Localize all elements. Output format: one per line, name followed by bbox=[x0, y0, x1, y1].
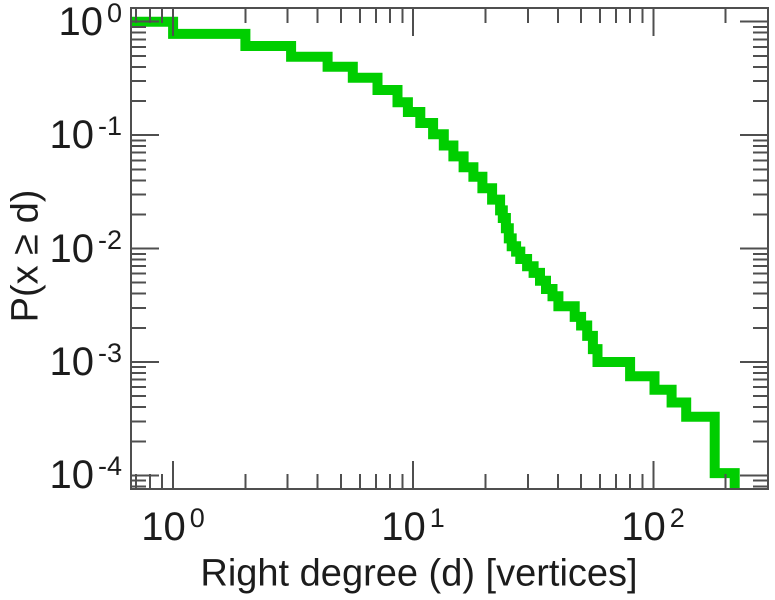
y-tick-label-exponent: -2 bbox=[97, 225, 122, 255]
y-tick-label: 10 -4 bbox=[0, 451, 122, 498]
x-tick-label-base: 10 bbox=[621, 505, 666, 549]
x-tick-label-base: 10 bbox=[141, 505, 186, 549]
x-tick-label: 10 1 bbox=[381, 503, 445, 550]
y-tick-label: 10 -3 bbox=[0, 338, 122, 385]
y-axis-title: P(x ≥ d) bbox=[4, 189, 47, 323]
x-axis-title: Right degree (d) [vertices] bbox=[200, 552, 638, 595]
y-tick-label-base: 10 bbox=[58, 0, 103, 44]
y-tick-label-base: 10 bbox=[49, 453, 94, 497]
x-tick-label: 10 2 bbox=[621, 503, 685, 550]
plot-frame bbox=[130, 7, 769, 490]
y-tick-label-base: 10 bbox=[49, 340, 94, 384]
y-tick-label-exponent: -4 bbox=[97, 451, 122, 481]
y-tick-label-base: 10 bbox=[49, 113, 94, 157]
y-tick-label: 10 -2 bbox=[0, 225, 122, 272]
ccdf-curve bbox=[131, 16, 740, 489]
y-tick-label: 10 -1 bbox=[0, 111, 122, 158]
y-tick-label-base: 10 bbox=[49, 227, 94, 271]
x-tick-label-exponent: 0 bbox=[189, 503, 205, 533]
x-tick-label-base: 10 bbox=[381, 505, 426, 549]
y-tick-label: 10 0 bbox=[0, 0, 122, 44]
y-tick-label-exponent: 0 bbox=[106, 0, 122, 28]
x-tick-label-exponent: 1 bbox=[429, 503, 445, 533]
x-tick-label: 10 0 bbox=[141, 503, 205, 550]
x-tick-label-exponent: 2 bbox=[669, 503, 685, 533]
axis-ticks bbox=[131, 8, 769, 489]
y-tick-label-exponent: -3 bbox=[97, 338, 122, 368]
y-tick-label-exponent: -1 bbox=[97, 111, 122, 141]
